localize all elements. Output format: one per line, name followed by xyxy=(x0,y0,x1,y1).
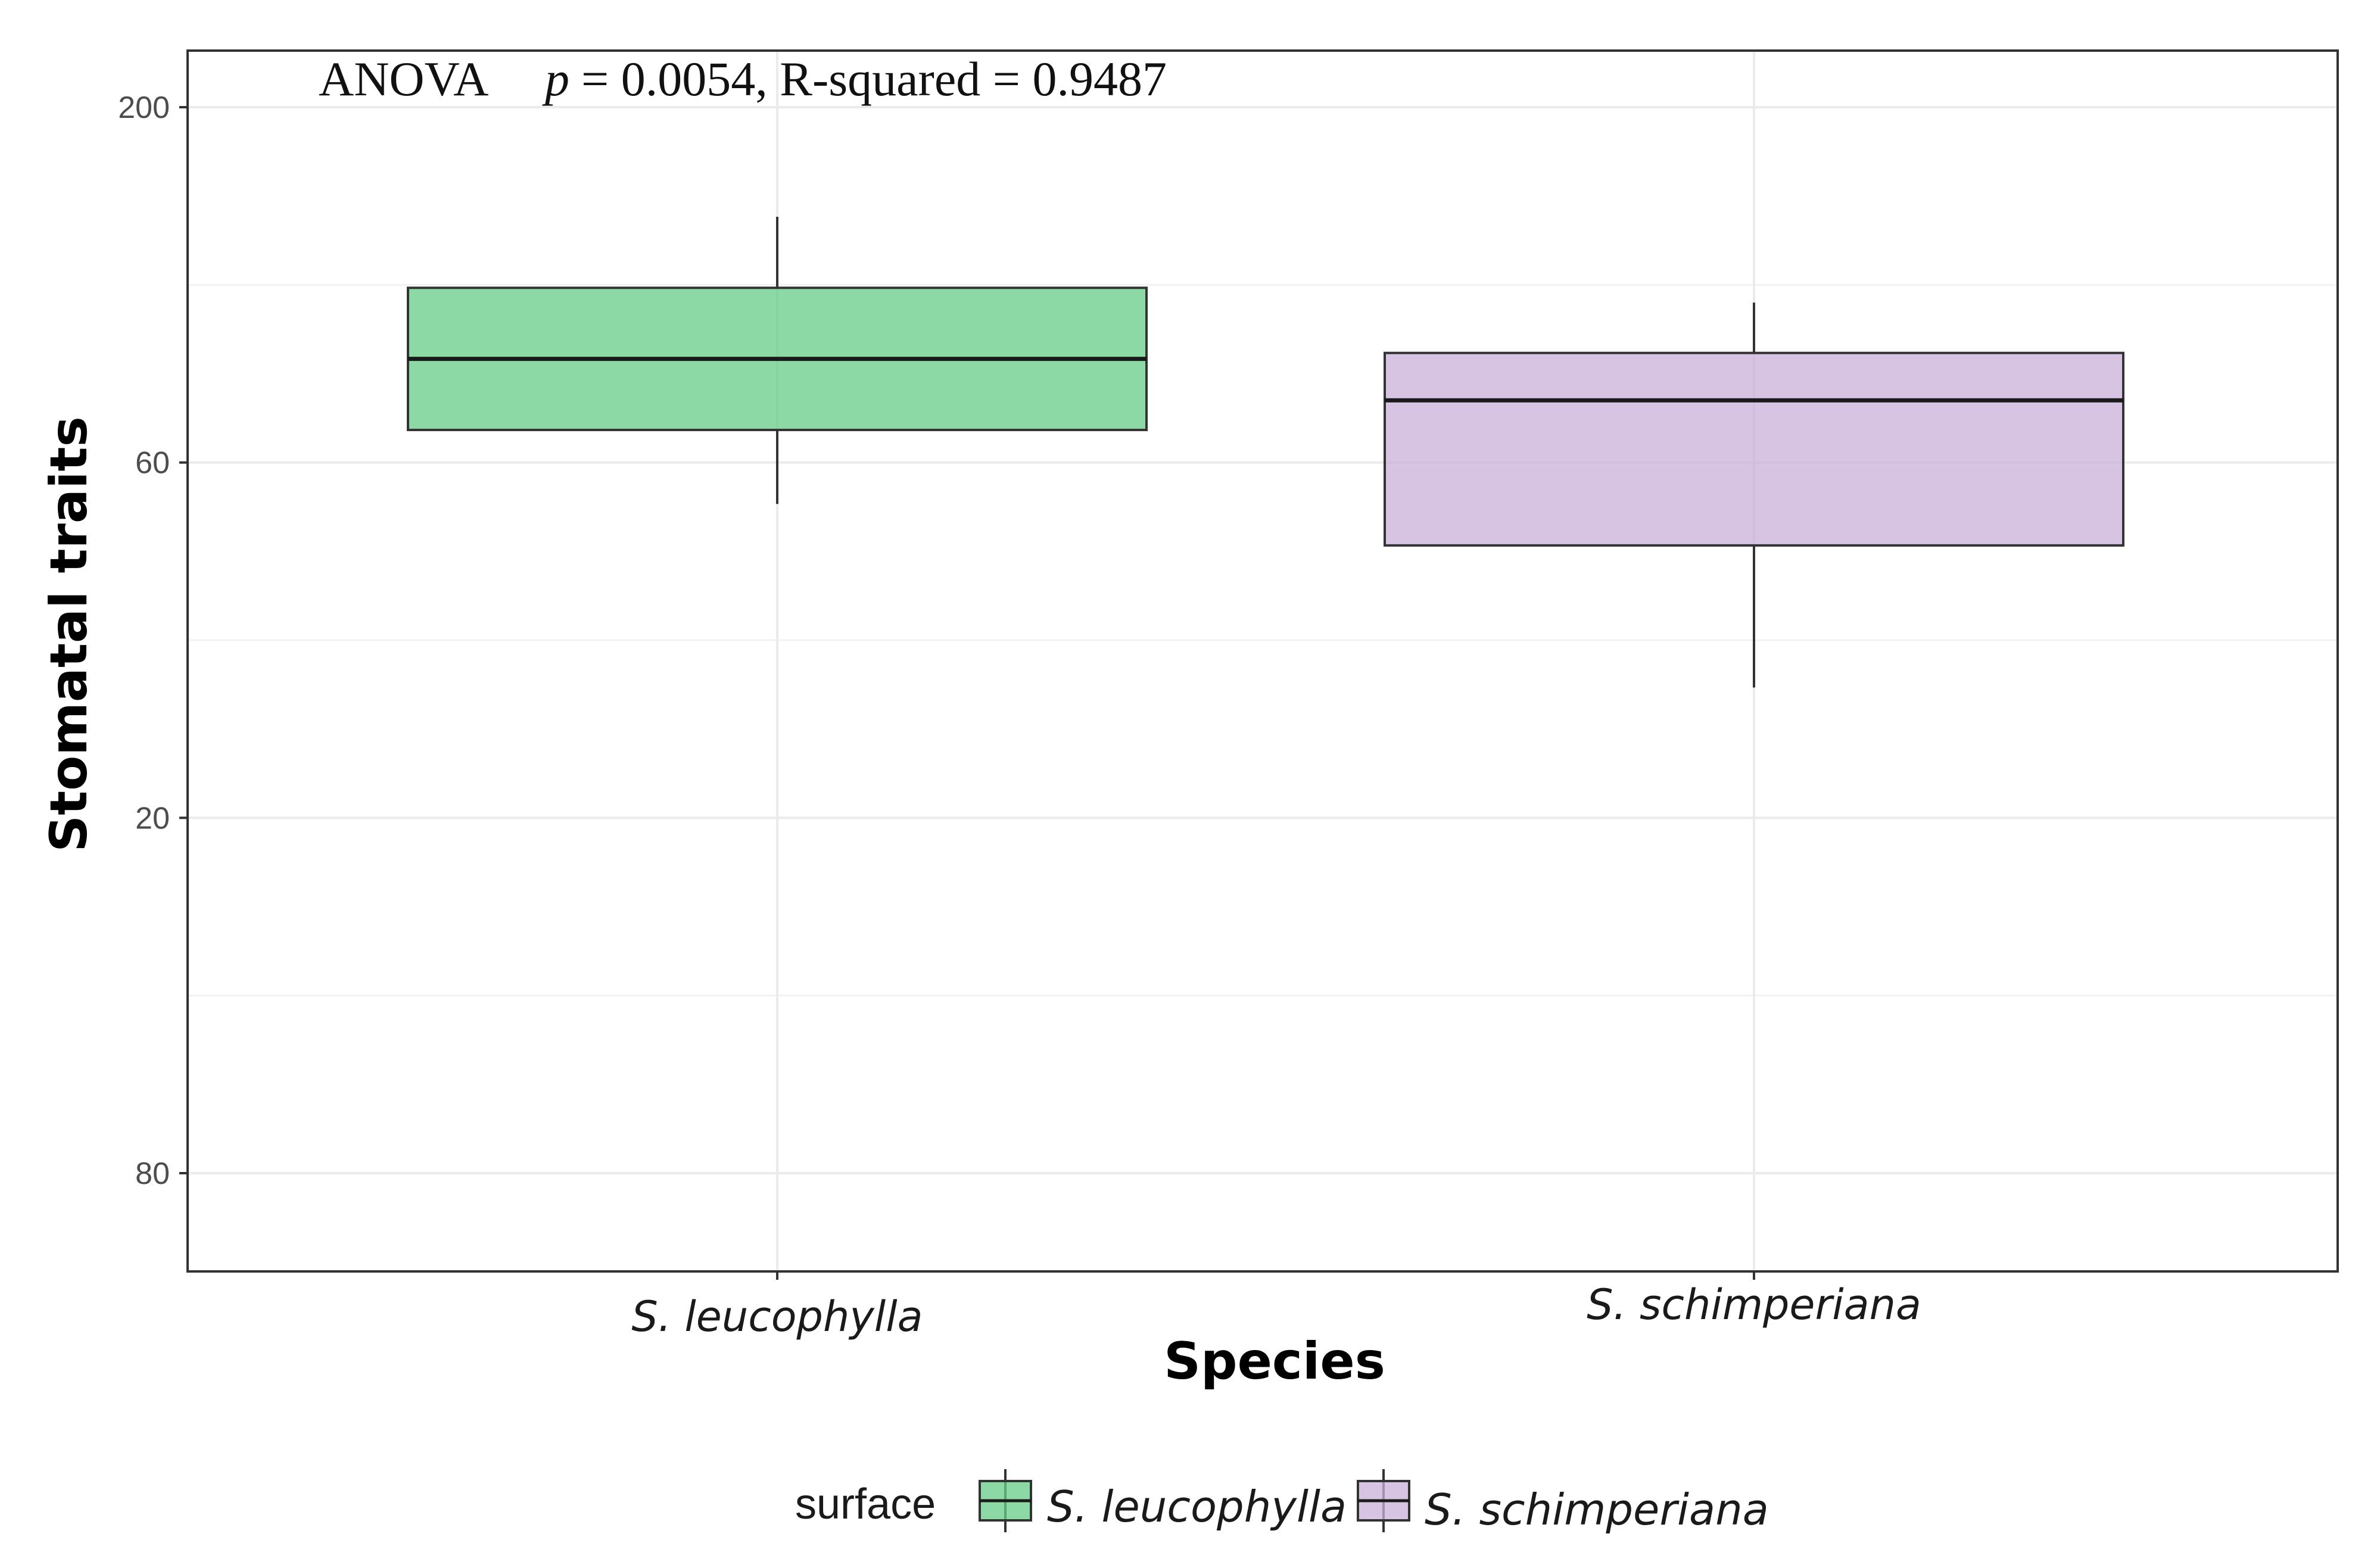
legend: surface S. leucophylla S. schimperiana xyxy=(795,1469,1769,1535)
annotation-prefix: ANOVA xyxy=(319,52,489,106)
plot-panel-border xyxy=(186,49,2339,1273)
box-leucophylla xyxy=(407,216,1148,504)
y-axis: 200 60 20 80 xyxy=(118,91,188,1191)
box-series xyxy=(407,216,2124,688)
x-axis: S. leucophylla S. schimperiana xyxy=(631,1271,1921,1341)
y-axis-title: Stomatal traits xyxy=(39,416,99,852)
annotation-stats-text: = 0.0054, R-squared = 0.9487 xyxy=(581,52,1167,106)
y-tick-label: 200 xyxy=(118,91,170,125)
annotation-p-symbol: p xyxy=(542,52,569,106)
y-tick-label: 20 xyxy=(135,801,170,836)
x-tick-label: S. schimperiana xyxy=(1587,1280,1921,1329)
x-tick-label: S. leucophylla xyxy=(631,1292,923,1341)
box-schimperiana xyxy=(1384,303,2124,688)
box-body xyxy=(1384,351,2124,547)
y-tick-label: 80 xyxy=(135,1156,170,1191)
x-axis-title: Species xyxy=(1164,1332,1385,1391)
legend-key-2 xyxy=(1357,1469,1410,1532)
legend-label: S. leucophylla xyxy=(1047,1482,1347,1532)
legend-key-1 xyxy=(979,1469,1032,1532)
legend-label: S. schimperiana xyxy=(1425,1485,1769,1535)
legend-title: surface xyxy=(795,1480,936,1528)
annotation-stats: p = 0.0054, R-squared = 0.9487 xyxy=(542,52,1167,106)
y-tick-label: 60 xyxy=(135,446,170,481)
